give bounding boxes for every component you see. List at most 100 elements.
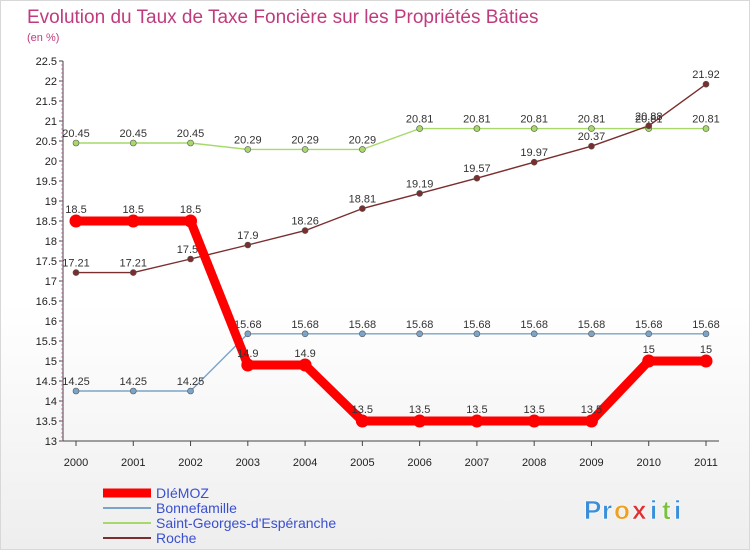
data-label: 18.5	[65, 204, 86, 216]
y-tick-label: 22.5	[36, 56, 57, 68]
data-point	[416, 330, 423, 338]
data-point	[588, 125, 595, 132]
data-label: 19.97	[520, 147, 548, 159]
data-label: 14.25	[62, 376, 90, 388]
data-label: 13.5	[581, 404, 602, 416]
data-label: 15.68	[692, 319, 720, 331]
y-tick-label: 21.5	[36, 96, 57, 108]
data-label: 13.5	[409, 404, 430, 416]
series-0: 18.5 18.5 18.5 14.9 14.9 13.5 13.5 13.5 13.5 13.5…	[65, 204, 713, 428]
data-point	[588, 330, 595, 338]
data-point	[645, 122, 653, 130]
data-point	[527, 414, 541, 428]
data-point	[470, 414, 484, 428]
data-point	[530, 125, 538, 132]
data-point	[301, 330, 309, 338]
y-tick-label: 20.5	[36, 136, 57, 148]
data-point	[530, 158, 538, 166]
data-point	[69, 214, 83, 228]
data-point	[355, 414, 369, 428]
logo-letter: P	[584, 495, 601, 525]
x-tick-label: 2001	[121, 457, 145, 469]
data-point	[413, 414, 427, 428]
y-tick-label: 17.5	[36, 256, 57, 268]
data-point	[359, 330, 366, 338]
data-label: 17.9	[237, 230, 258, 242]
x-tick-label: 2007	[465, 457, 489, 469]
chart-title: Evolution du Taux de Taxe Foncière sur l…	[27, 7, 539, 28]
data-point	[301, 146, 309, 153]
data-point	[699, 354, 713, 368]
y-tick-label: 16	[45, 316, 57, 328]
data-point	[244, 330, 252, 338]
x-tick-label: 2000	[64, 457, 88, 469]
data-point	[702, 330, 710, 338]
y-tick-label: 14	[45, 396, 57, 408]
series-layer: 14.25 14.25 14.25 15.68 15.68 15.68 15.68 15.68…	[62, 69, 720, 428]
data-label: 19.19	[406, 178, 434, 190]
data-point	[241, 358, 255, 372]
data-label: 20.45	[177, 128, 205, 140]
data-point	[416, 190, 423, 197]
legend: DIéMOZBonnefamilleSaint-Georges-d'Espéra…	[103, 485, 336, 546]
series-line	[71, 216, 711, 426]
y-tick-label: 15	[45, 356, 57, 368]
data-point	[473, 330, 481, 338]
data-point	[244, 241, 252, 249]
data-label: 17.21	[120, 258, 148, 270]
data-label: 15.68	[291, 319, 319, 331]
logo-letter: i	[650, 495, 657, 525]
data-point	[642, 354, 656, 368]
data-label: 15.68	[520, 319, 548, 331]
data-point	[72, 387, 80, 395]
logo-letter: r	[602, 495, 612, 525]
x-tick-label: 2010	[636, 457, 660, 469]
x-tick-label: 2006	[407, 457, 431, 469]
data-label: 18.81	[349, 194, 377, 206]
data-label: 20.45	[62, 128, 90, 140]
data-label: 20.81	[635, 114, 663, 126]
data-label: 13.5	[352, 404, 373, 416]
data-label: 18.5	[123, 204, 144, 216]
data-label: 20.81	[578, 114, 606, 126]
data-label: 15.68	[349, 319, 377, 331]
data-point	[359, 146, 366, 153]
data-point	[187, 387, 194, 395]
data-label: 14.25	[120, 376, 148, 388]
data-label: 20.29	[291, 134, 319, 146]
data-point	[72, 139, 80, 147]
data-label: 14.9	[294, 348, 315, 360]
data-label: 17.21	[62, 258, 90, 270]
y-tick-label: 13	[45, 436, 57, 448]
data-point	[129, 139, 137, 147]
y-tick-label: 14.5	[36, 376, 57, 388]
y-tick-label: 18.5	[36, 216, 57, 228]
data-point	[184, 214, 198, 228]
data-label: 13.5	[466, 404, 487, 416]
data-label: 15	[643, 344, 655, 356]
data-label: 20.37	[578, 131, 606, 143]
x-tick-label: 2008	[522, 457, 546, 469]
x-tick-label: 2009	[579, 457, 603, 469]
data-point	[301, 227, 309, 234]
series-line	[75, 333, 707, 392]
y-tick-label: 18	[45, 236, 57, 248]
y-tick-label: 16.5	[36, 296, 57, 308]
data-label: 15	[700, 344, 712, 356]
data-point	[702, 125, 710, 132]
logo-letter: t	[662, 495, 671, 525]
y-tick-label: 22	[45, 76, 57, 88]
series-line	[75, 127, 707, 151]
legend-label: Bonnefamille	[156, 500, 237, 516]
data-label: 20.81	[463, 114, 491, 126]
data-point	[298, 358, 312, 372]
x-tick-label: 2003	[236, 457, 260, 469]
y-tick-label: 17	[45, 276, 57, 288]
data-point	[187, 255, 194, 263]
data-point	[416, 125, 423, 132]
data-label: 20.45	[120, 128, 148, 140]
data-label: 15.68	[234, 319, 262, 331]
